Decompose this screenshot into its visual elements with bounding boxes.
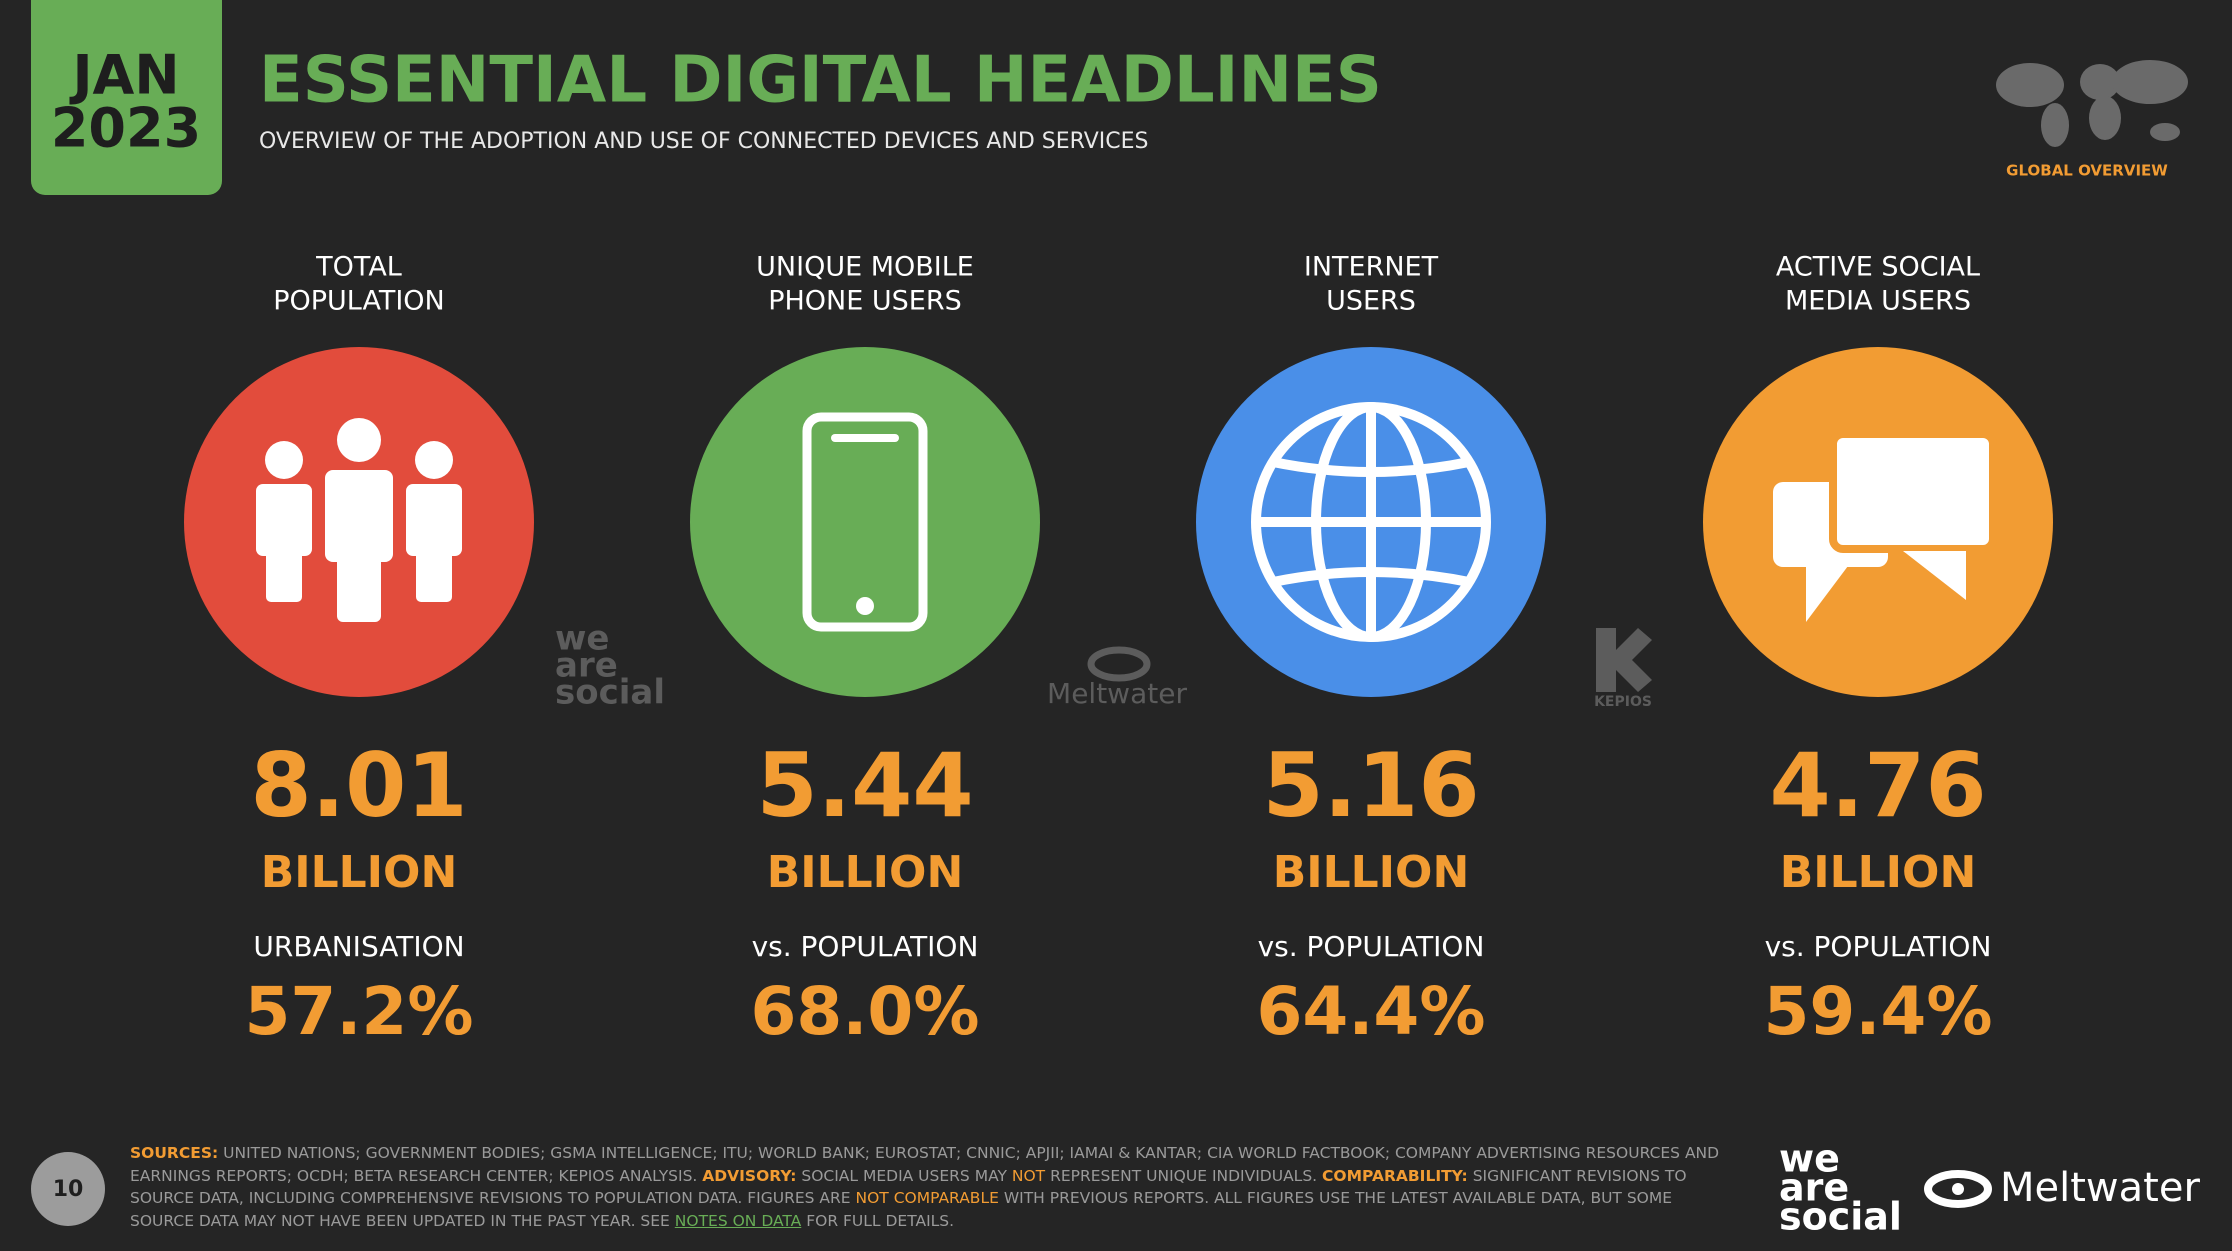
footer-plain: WITH PREVIOUS REPORTS. ALL FIGURES USE T…: [130, 1189, 1673, 1230]
card-sublabel: vs. POPULATION: [1765, 930, 1992, 963]
date-badge: [31, 0, 222, 195]
card-sublabel: vs. POPULATION: [752, 930, 979, 963]
footer-highlight: NOT COMPARABLE: [855, 1189, 999, 1207]
card-label: PHONE USERS: [768, 286, 962, 317]
people-icon: [256, 418, 462, 622]
logo-text: KEPIOS: [1594, 694, 1652, 710]
footer-link[interactable]: NOTES ON DATA: [674, 1211, 802, 1230]
footer-label: SOURCES:: [130, 1144, 219, 1162]
card-label: TOTAL: [315, 252, 402, 283]
footer-highlight: NOT: [1011, 1166, 1046, 1185]
logo-text: we: [555, 619, 609, 659]
watermark-wearesocial: we are social: [555, 619, 665, 713]
footer-notes: SOURCES: UNITED NATIONS; GOVERNMENT BODI…: [130, 1142, 1740, 1232]
logo-meltwater: Meltwater: [1924, 1165, 2200, 1211]
card-value: 5.16: [1262, 734, 1479, 837]
card-unit: BILLION: [261, 847, 458, 898]
footer-plain: SOCIAL MEDIA USERS MAY: [801, 1166, 1007, 1185]
phone-icon: [802, 412, 928, 632]
card-value: 4.76: [1769, 734, 1986, 837]
logo-text: are: [1779, 1166, 1849, 1210]
footer-plain: REPRESENT UNIQUE INDIVIDUALS.: [1050, 1166, 1318, 1185]
card-label: ACTIVE SOCIAL: [1776, 252, 1980, 283]
logo-text: we: [1779, 1137, 1840, 1181]
card-label: MEDIA USERS: [1785, 286, 1971, 317]
card-sublabel: URBANISATION: [253, 930, 464, 963]
watermark-kepios: KEPIOS: [1594, 628, 1652, 710]
card-sublabel: vs. POPULATION: [1258, 930, 1485, 963]
logo-text: social: [555, 673, 665, 713]
card-percent: 57.2%: [245, 973, 474, 1050]
badge-month: JAN: [68, 44, 179, 107]
card-unit: BILLION: [1780, 847, 1977, 898]
logo-wearesocial: we are social: [1779, 1137, 1902, 1239]
page-number: 10: [53, 1177, 84, 1202]
card-label: POPULATION: [273, 286, 445, 317]
card-percent: 59.4%: [1764, 973, 1993, 1050]
footer-plain: UNITED NATIONS; GOVERNMENT BODIES; GSMA …: [130, 1144, 1720, 1185]
card-percent: 68.0%: [751, 973, 980, 1050]
logo-text: Meltwater: [1047, 677, 1187, 710]
globe-icon: [1251, 402, 1491, 642]
footer-label: COMPARABILITY:: [1322, 1166, 1468, 1185]
watermark-meltwater: Meltwater: [1047, 646, 1187, 710]
logo-text: Meltwater: [2000, 1165, 2200, 1211]
page-badge: [31, 1152, 105, 1226]
logo-text: are: [555, 646, 618, 686]
title: ESSENTIAL DIGITAL HEADLINES: [259, 44, 1382, 118]
footer-label: ADVISORY:: [702, 1166, 797, 1185]
card-label: INTERNET: [1304, 252, 1439, 283]
card-value: 8.01: [250, 734, 467, 837]
card-unit: BILLION: [1273, 847, 1470, 898]
subtitle: OVERVIEW OF THE ADOPTION AND USE OF CONN…: [259, 129, 1149, 154]
card-label: UNIQUE MOBILE: [756, 252, 974, 283]
card-unit: BILLION: [767, 847, 964, 898]
logo-text: social: [1779, 1195, 1902, 1239]
world-map: [1996, 60, 2188, 147]
footer-plain: FOR FULL DETAILS.: [806, 1211, 955, 1230]
chat-icon: [1773, 430, 1997, 622]
icon-circle: [690, 347, 1040, 697]
card-percent: 64.4%: [1257, 973, 1486, 1050]
footer-plain: SIGNIFICANT REVISIONS TO SOURCE DATA, IN…: [130, 1166, 1687, 1208]
badge-year: 2023: [51, 97, 201, 160]
region-label: GLOBAL OVERVIEW: [2006, 162, 2168, 180]
card-value: 5.44: [756, 734, 973, 837]
card-label: USERS: [1326, 286, 1416, 317]
